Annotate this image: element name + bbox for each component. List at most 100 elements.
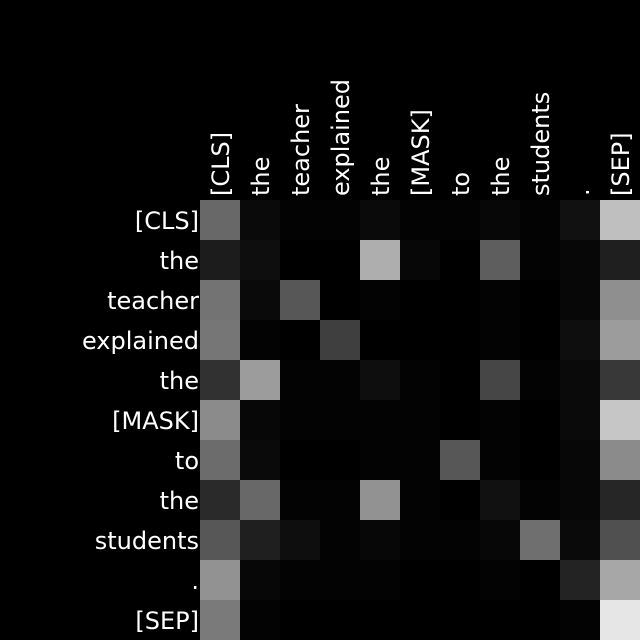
heatmap-cell-6-5 — [400, 440, 440, 480]
heatmap-cell-9-0 — [200, 560, 240, 600]
heatmap-cell-2-9 — [560, 280, 600, 320]
heatmap-cell-6-2 — [280, 440, 320, 480]
heatmap-cell-2-4 — [360, 280, 400, 320]
heatmap-cell-1-2 — [280, 240, 320, 280]
heatmap-cell-10-9 — [560, 600, 600, 640]
heatmap-cell-10-8 — [520, 600, 560, 640]
y-tick-label-6: to — [175, 447, 199, 475]
heatmap-cell-7-8 — [520, 480, 560, 520]
heatmap-cell-0-8 — [520, 200, 560, 240]
heatmap-cell-8-10 — [600, 520, 640, 560]
heatmap-cell-0-2 — [280, 200, 320, 240]
heatmap-cell-2-0 — [200, 280, 240, 320]
heatmap-cell-9-6 — [440, 560, 480, 600]
heatmap-cell-8-9 — [560, 520, 600, 560]
heatmap-cell-3-9 — [560, 320, 600, 360]
heatmap-cell-4-10 — [600, 360, 640, 400]
x-tick-label-7: the — [487, 157, 515, 196]
heatmap-cell-10-5 — [400, 600, 440, 640]
heatmap-cell-2-8 — [520, 280, 560, 320]
heatmap-cell-3-3 — [320, 320, 360, 360]
heatmap-cell-10-6 — [440, 600, 480, 640]
heatmap-cell-3-8 — [520, 320, 560, 360]
heatmap-cell-8-4 — [360, 520, 400, 560]
heatmap-cell-5-1 — [240, 400, 280, 440]
heatmap-cell-7-5 — [400, 480, 440, 520]
x-tick-label-8: students — [527, 92, 555, 196]
heatmap-cell-0-5 — [400, 200, 440, 240]
heatmap-cell-6-3 — [320, 440, 360, 480]
y-tick-label-10: [SEP] — [135, 607, 199, 635]
heatmap-cell-3-0 — [200, 320, 240, 360]
y-tick-label-2: teacher — [107, 287, 199, 315]
heatmap-cell-6-0 — [200, 440, 240, 480]
heatmap-cell-9-3 — [320, 560, 360, 600]
heatmap-cell-0-7 — [480, 200, 520, 240]
heatmap-cell-6-10 — [600, 440, 640, 480]
heatmap-cell-9-4 — [360, 560, 400, 600]
heatmap-cell-9-10 — [600, 560, 640, 600]
heatmap-cell-0-10 — [600, 200, 640, 240]
heatmap-cell-5-4 — [360, 400, 400, 440]
heatmap-cell-10-1 — [240, 600, 280, 640]
heatmap-cell-8-7 — [480, 520, 520, 560]
heatmap-cell-2-6 — [440, 280, 480, 320]
heatmap-cell-1-9 — [560, 240, 600, 280]
heatmap-cell-9-2 — [280, 560, 320, 600]
heatmap-cell-10-0 — [200, 600, 240, 640]
x-tick-label-5: [MASK] — [407, 109, 435, 196]
heatmap-cell-1-8 — [520, 240, 560, 280]
heatmap-cell-6-6 — [440, 440, 480, 480]
heatmap-cell-0-0 — [200, 200, 240, 240]
heatmap-cell-8-5 — [400, 520, 440, 560]
y-tick-label-8: students — [95, 527, 199, 555]
heatmap-cell-0-3 — [320, 200, 360, 240]
x-tick-label-10: [SEP] — [607, 132, 635, 196]
heatmap-cell-1-7 — [480, 240, 520, 280]
heatmap-cell-7-0 — [200, 480, 240, 520]
heatmap-cell-2-5 — [400, 280, 440, 320]
heatmap-cell-1-4 — [360, 240, 400, 280]
heatmap-cell-4-3 — [320, 360, 360, 400]
heatmap-cell-2-3 — [320, 280, 360, 320]
heatmap-cells — [200, 200, 640, 640]
heatmap-cell-6-9 — [560, 440, 600, 480]
heatmap-cell-3-7 — [480, 320, 520, 360]
heatmap-cell-7-3 — [320, 480, 360, 520]
heatmap-cell-1-10 — [600, 240, 640, 280]
heatmap-cell-2-10 — [600, 280, 640, 320]
heatmap-cell-3-1 — [240, 320, 280, 360]
heatmap-cell-4-1 — [240, 360, 280, 400]
heatmap-cell-8-6 — [440, 520, 480, 560]
heatmap-cell-10-2 — [280, 600, 320, 640]
x-tick-label-4: the — [367, 157, 395, 196]
heatmap-cell-5-0 — [200, 400, 240, 440]
x-tick-label-0: [CLS] — [207, 132, 235, 196]
heatmap-cell-4-9 — [560, 360, 600, 400]
y-tick-label-0: [CLS] — [135, 207, 199, 235]
heatmap-cell-4-0 — [200, 360, 240, 400]
heatmap-cell-3-5 — [400, 320, 440, 360]
heatmap-cell-7-6 — [440, 480, 480, 520]
heatmap-cell-6-7 — [480, 440, 520, 480]
heatmap-cell-7-4 — [360, 480, 400, 520]
heatmap-cell-3-2 — [280, 320, 320, 360]
heatmap-cell-1-0 — [200, 240, 240, 280]
heatmap-cell-0-6 — [440, 200, 480, 240]
heatmap-cell-5-7 — [480, 400, 520, 440]
y-tick-label-1: the — [160, 247, 199, 275]
heatmap-cell-8-1 — [240, 520, 280, 560]
y-tick-label-7: the — [160, 487, 199, 515]
heatmap-cell-4-8 — [520, 360, 560, 400]
heatmap-cell-1-6 — [440, 240, 480, 280]
x-tick-label-3: explained — [327, 79, 355, 196]
heatmap-cell-4-7 — [480, 360, 520, 400]
heatmap-cell-5-8 — [520, 400, 560, 440]
heatmap-cell-9-7 — [480, 560, 520, 600]
heatmap-cell-3-6 — [440, 320, 480, 360]
heatmap-cell-4-4 — [360, 360, 400, 400]
heatmap-cell-9-5 — [400, 560, 440, 600]
heatmap-cell-4-2 — [280, 360, 320, 400]
heatmap-cell-5-5 — [400, 400, 440, 440]
